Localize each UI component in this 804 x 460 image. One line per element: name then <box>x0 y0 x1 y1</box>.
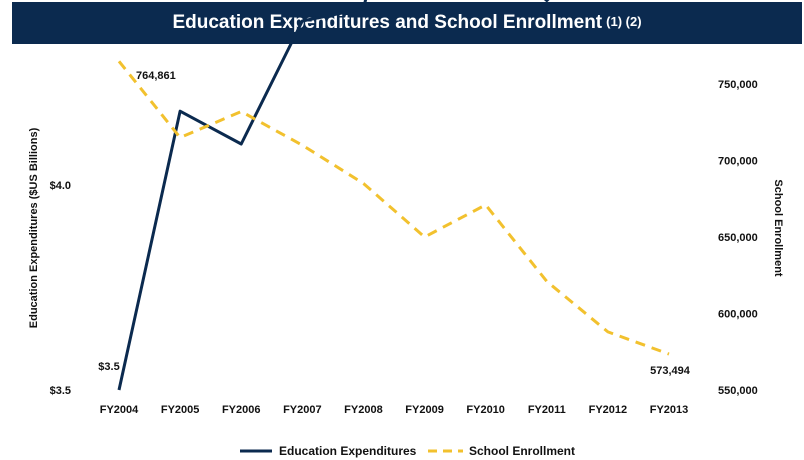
right-tick-label: 650,000 <box>718 232 758 244</box>
x-tick-label: FY2004 <box>100 404 139 416</box>
left-tick-label: $3.5 <box>50 385 71 397</box>
legend-label-enrollment: School Enrollment <box>469 444 575 458</box>
series-school-enrollment <box>117 60 670 356</box>
right-axis-ticks: 550,000 600,000 650,000 700,000 750,000 <box>718 79 758 397</box>
legend-label-expenditures: Education Expenditures <box>279 444 417 458</box>
right-tick-label: 600,000 <box>718 309 758 321</box>
y2-axis-title: School Enrollment <box>772 179 784 277</box>
x-tick-label: FY2007 <box>283 404 322 416</box>
series-education-expenditures <box>117 0 550 391</box>
y-axis-title: Education Expenditures ($US Billions) <box>28 127 40 328</box>
title-footnotes: (1) (2) <box>606 13 642 29</box>
x-tick-label: FY2012 <box>589 404 628 416</box>
x-tick-label: FY2006 <box>222 404 261 416</box>
x-tick-label: FY2013 <box>650 404 689 416</box>
right-tick-label: 700,000 <box>718 156 758 168</box>
x-tick-label: FY2011 <box>528 404 566 416</box>
data-label-enrollment-last: 573,494 <box>650 365 691 377</box>
chart-series <box>117 0 670 391</box>
x-tick-label: FY2010 <box>466 404 505 416</box>
x-tick-label: FY2009 <box>405 404 444 416</box>
right-tick-label: 550,000 <box>718 385 758 397</box>
x-axis-ticks: FY2004 FY2005 FY2006 FY2007 FY2008 FY2009 FY20… <box>100 404 689 416</box>
chart-title-banner: Education Expenditures and School Enroll… <box>12 2 802 44</box>
left-axis-ticks: $3.5$4.0$4.5$5.0 <box>50 180 71 397</box>
x-tick-label: FY2005 <box>161 404 200 416</box>
chart-title: Education Expenditures and School Enroll… <box>172 12 603 33</box>
left-tick-label: $4.0 <box>50 180 71 192</box>
data-label-enrollment-first: 764,861 <box>136 70 176 82</box>
data-label-expenditures-first: $3.5 <box>98 361 119 373</box>
x-tick-label: FY2008 <box>344 404 383 416</box>
chart-legend: Education Expenditures School Enrollment <box>240 444 575 458</box>
right-tick-label: 750,000 <box>718 79 758 91</box>
